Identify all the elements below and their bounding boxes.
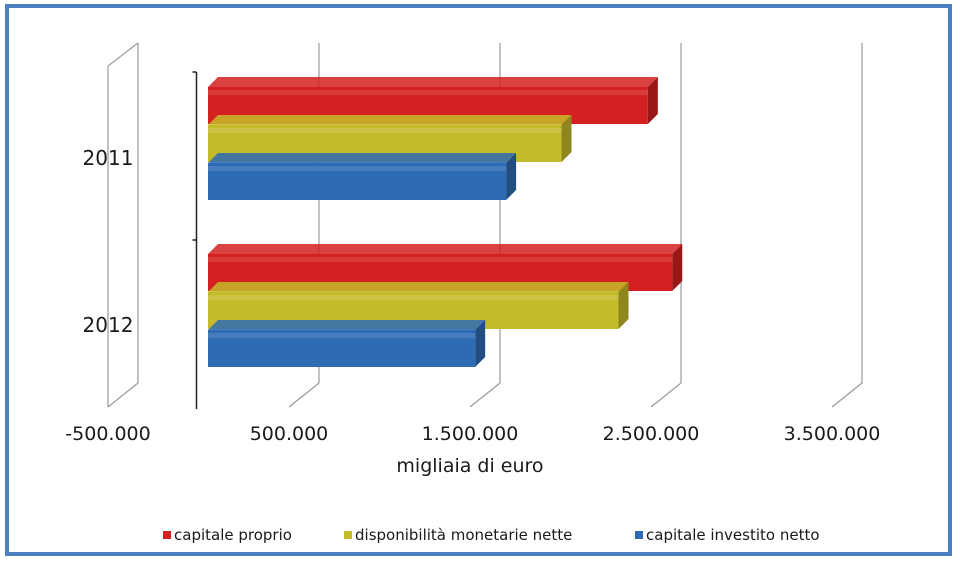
- legend-item: disponibilità monetarie nette: [344, 526, 572, 544]
- x-tick-label: 2.500.000: [603, 423, 700, 445]
- category-axis: [192, 71, 198, 409]
- legend-swatch: [344, 531, 352, 539]
- gridline: [107, 43, 139, 408]
- bar: [208, 153, 517, 200]
- legend: capitale proprio disponibilità monetarie …: [163, 526, 820, 544]
- legend-item: capitale investito netto: [635, 526, 820, 544]
- grid-layer: [107, 42, 863, 409]
- legend-item: capitale proprio: [163, 526, 292, 544]
- side-wall: [107, 42, 139, 407]
- legend-swatch: [163, 531, 171, 539]
- category-label-layer: 2011 2012: [83, 146, 134, 337]
- legend-label: capitale proprio: [174, 526, 292, 544]
- x-tick-label: -500.000: [65, 423, 150, 445]
- x-tick-label: 1.500.000: [422, 423, 519, 445]
- bar: [208, 320, 486, 367]
- legend-label: capitale investito netto: [646, 526, 820, 544]
- gridline: [650, 43, 682, 408]
- legend-label: disponibilità monetarie nette: [355, 526, 572, 544]
- category-label: 2011: [83, 146, 134, 170]
- category-label: 2012: [83, 313, 134, 337]
- x-axis-title: migliaia di euro: [396, 455, 543, 477]
- legend-swatch: [635, 531, 643, 539]
- tick-label-layer: -500.000 500.000 1.500.000 2.500.000 3.500.0…: [65, 423, 880, 445]
- bar-layer: [208, 77, 683, 367]
- x-tick-label: 3.500.000: [784, 423, 881, 445]
- x-tick-label: 500.000: [250, 423, 329, 445]
- gridline: [831, 43, 863, 408]
